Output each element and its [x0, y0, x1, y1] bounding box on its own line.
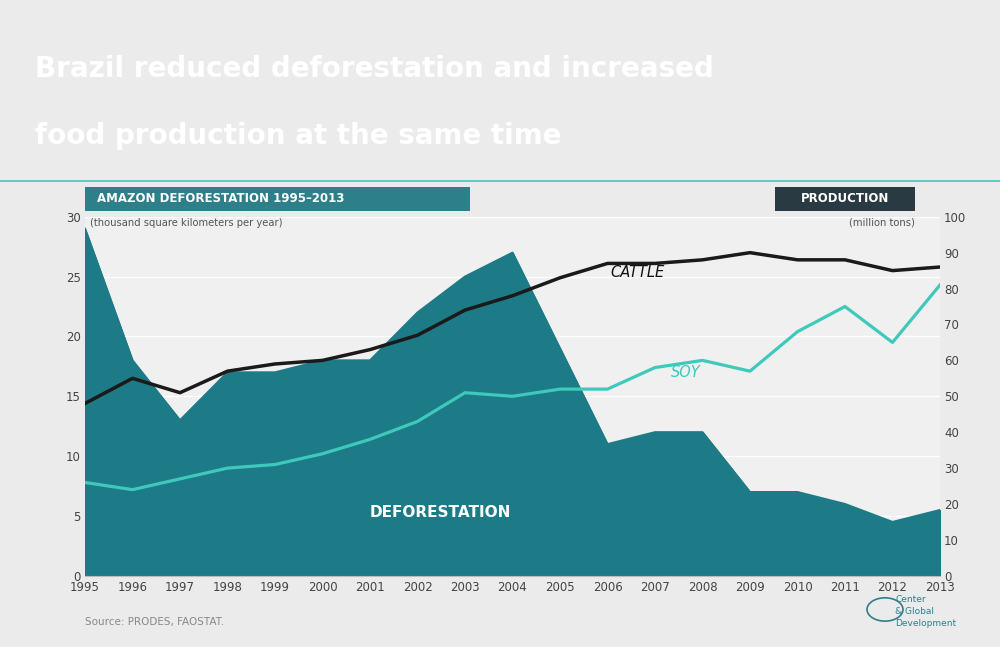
Text: DEFORESTATION: DEFORESTATION: [369, 505, 511, 520]
Text: Center
& Global
Development: Center & Global Development: [895, 595, 956, 628]
Text: Source: PRODES, FAOSTAT.: Source: PRODES, FAOSTAT.: [85, 617, 224, 628]
Text: (million tons): (million tons): [849, 218, 915, 228]
Text: (thousand square kilometers per year): (thousand square kilometers per year): [90, 218, 283, 228]
Text: Brazil reduced deforestation and increased: Brazil reduced deforestation and increas…: [35, 55, 714, 83]
Text: PRODUCTION: PRODUCTION: [801, 192, 889, 206]
FancyBboxPatch shape: [775, 186, 915, 211]
Text: food production at the same time: food production at the same time: [35, 122, 562, 150]
Text: SOY: SOY: [671, 366, 700, 380]
Text: AMAZON DEFORESTATION 1995–2013: AMAZON DEFORESTATION 1995–2013: [97, 192, 344, 206]
FancyBboxPatch shape: [85, 186, 470, 211]
Text: CATTLE: CATTLE: [611, 265, 665, 280]
